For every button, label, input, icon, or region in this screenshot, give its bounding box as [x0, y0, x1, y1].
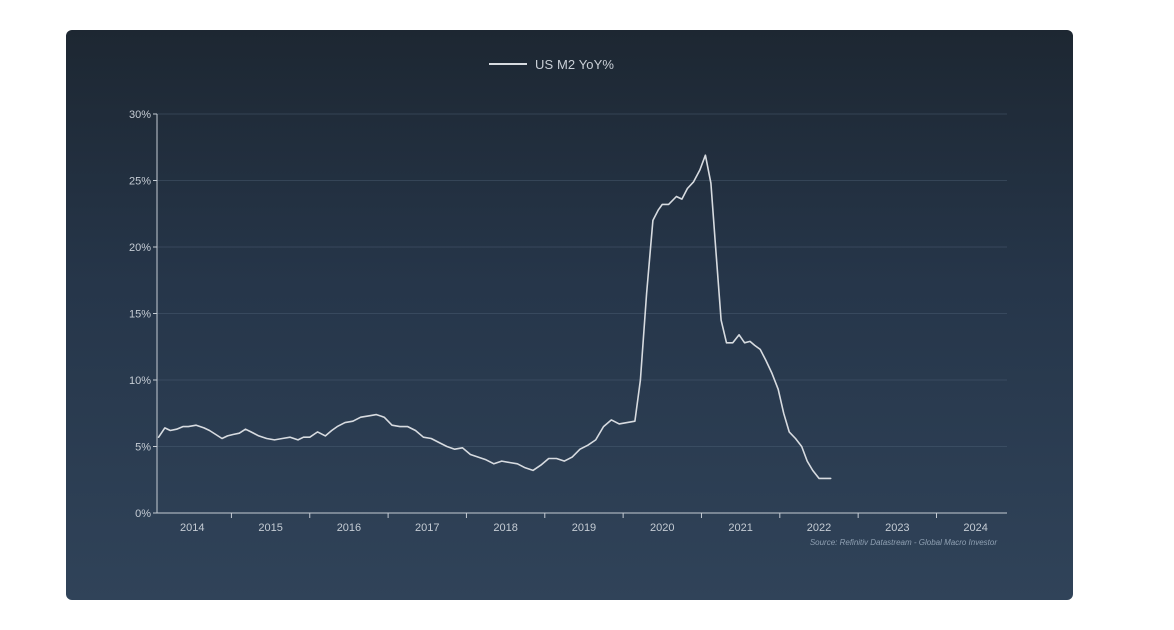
line-chart: 0% 5% 10% 15% 20% 25% 30% 2014 2015 2016 2017 2018 2…: [129, 109, 1007, 534]
chart-legend: US M2 YoY%: [489, 56, 614, 72]
x-tick-label: 2018: [493, 522, 517, 534]
x-tick-label: 2019: [572, 522, 596, 534]
source-note: Source: Refinitiv Datastream - Global Ma…: [809, 538, 997, 547]
legend-line-swatch: [489, 63, 527, 65]
y-tick-label: 10%: [129, 375, 151, 387]
x-tick-label: 2014: [180, 522, 204, 534]
x-tick-label: 2021: [728, 522, 752, 534]
y-tick-label: 5%: [135, 442, 151, 454]
y-tick-label: 20%: [129, 242, 151, 254]
x-tick-label: 2023: [885, 522, 909, 534]
x-tick-label: 2024: [963, 522, 987, 534]
x-tick-label: 2022: [807, 522, 831, 534]
x-tick-label: 2016: [337, 522, 361, 534]
x-tick-label: 2020: [650, 522, 674, 534]
chart-card: 0% 5% 10% 15% 20% 25% 30% 2014 2015 2016 2017 2018 2…: [66, 30, 1073, 600]
y-tick-label: 30%: [129, 109, 151, 121]
y-tick-label: 0%: [135, 508, 151, 520]
y-tick-label: 15%: [129, 309, 151, 321]
legend-label: US M2 YoY%: [535, 56, 615, 72]
x-tick-label: 2015: [258, 522, 282, 534]
y-tick-label: 25%: [129, 176, 151, 188]
x-tick-label: 2017: [415, 522, 439, 534]
series-line-us-m2-yoy: [157, 154, 832, 480]
